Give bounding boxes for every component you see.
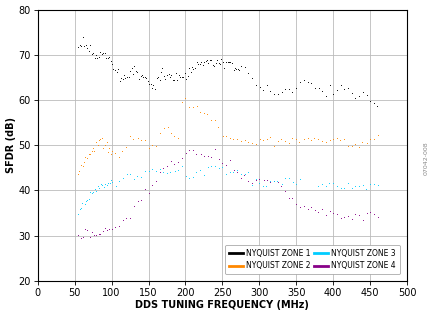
X-axis label: DDS TUNING FREQUENCY (MHz): DDS TUNING FREQUENCY (MHz) [135, 301, 309, 310]
Y-axis label: SFDR (dB): SFDR (dB) [6, 117, 16, 173]
Legend: NYQUIST ZONE 1, NYQUIST ZONE 2, NYQUIST ZONE 3, NYQUIST ZONE 4: NYQUIST ZONE 1, NYQUIST ZONE 2, NYQUIST … [225, 245, 399, 274]
Text: 07042-008: 07042-008 [423, 141, 427, 175]
